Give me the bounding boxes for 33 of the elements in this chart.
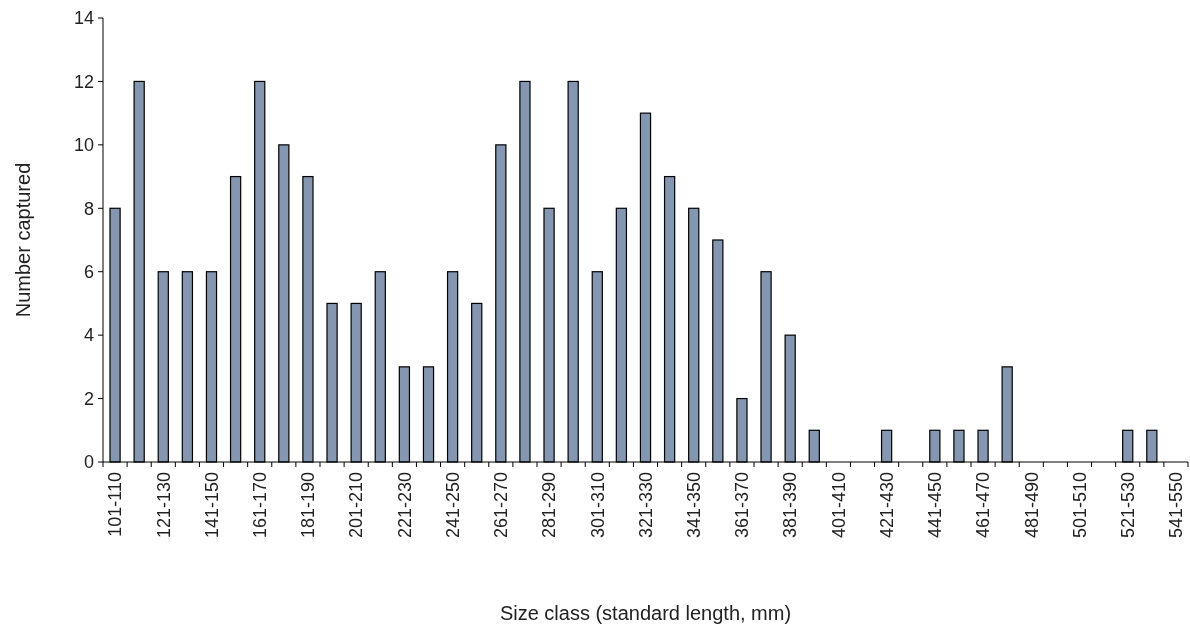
- x-tick-label: 341-350: [684, 472, 705, 539]
- x-tick-label: 401-410: [828, 472, 849, 539]
- x-tick-label: 221-230: [394, 472, 415, 539]
- y-tick-label: 8: [83, 198, 94, 219]
- x-tick-label: 321-330: [635, 472, 656, 539]
- y-tick-label: 6: [83, 262, 94, 283]
- x-tick-label: 441-450: [925, 472, 946, 539]
- x-tick-label: 281-290: [539, 472, 560, 539]
- x-tick-label: 301-310: [587, 472, 608, 539]
- x-tick-label: 381-390: [780, 472, 801, 539]
- y-tick-label: 14: [73, 8, 94, 29]
- y-tick-label: 12: [73, 71, 94, 92]
- x-tick-label: 421-430: [876, 472, 897, 539]
- y-tick-label: 0: [83, 452, 94, 473]
- x-tick-label: 201-210: [346, 472, 367, 539]
- x-tick-label: 181-190: [298, 472, 319, 539]
- x-tick-label: 121-130: [153, 472, 174, 539]
- y-tick-label: 4: [83, 325, 94, 346]
- x-tick-label: 541-550: [1166, 472, 1187, 539]
- x-tick-label: 501-510: [1069, 472, 1090, 539]
- x-tick-label: 361-370: [732, 472, 753, 539]
- x-tick-label: 101-110: [105, 472, 126, 537]
- y-axis-title: Number captured: [12, 162, 34, 318]
- x-tick-label: 261-270: [491, 472, 512, 539]
- x-tick-label: 161-170: [250, 472, 271, 539]
- x-tick-label: 241-250: [442, 472, 463, 539]
- x-tick-label: 521-530: [1118, 472, 1139, 539]
- y-tick-label: 2: [83, 388, 94, 409]
- y-tick-label: 10: [73, 135, 94, 156]
- x-axis-title: Size class (standard length, mm): [499, 602, 792, 624]
- x-tick-label: 461-470: [973, 472, 994, 539]
- x-tick-label: 481-490: [1021, 472, 1042, 539]
- x-tick-label: 141-150: [201, 472, 222, 539]
